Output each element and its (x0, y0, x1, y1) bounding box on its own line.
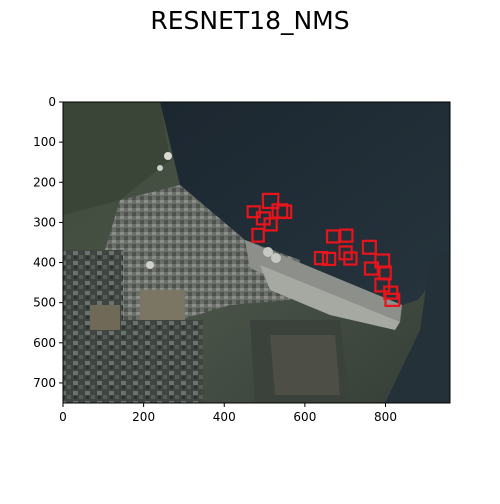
y-tick-label: 400 (33, 256, 56, 270)
figure-title: RESNET18_NMS (150, 6, 350, 35)
detection-box (384, 292, 401, 307)
detection-box (361, 239, 377, 255)
detection-box (321, 251, 337, 267)
y-tick-label: 0 (48, 95, 56, 109)
detection-box (343, 251, 358, 266)
x-tick-label: 400 (213, 410, 236, 424)
detection-boxes (246, 192, 401, 307)
x-axis: 0 200 400 600 800 (59, 403, 397, 424)
detection-box (251, 227, 265, 243)
detection-box (313, 250, 329, 266)
y-tick-label: 200 (33, 175, 56, 189)
y-tick-label: 600 (33, 336, 56, 350)
y-tick-label: 700 (33, 376, 56, 390)
axes-frame (62, 101, 451, 404)
aerial-image (63, 102, 450, 403)
y-tick-label: 100 (33, 135, 56, 149)
detection-box (276, 204, 293, 220)
detection-box (263, 217, 278, 232)
detection-box (339, 228, 354, 243)
detection-box (363, 261, 379, 276)
x-tick-label: 800 (374, 410, 397, 424)
y-tick-label: 500 (33, 296, 56, 310)
x-tick-label: 0 (59, 410, 67, 424)
x-tick-label: 200 (132, 410, 155, 424)
y-axis: 0 100 200 300 400 500 600 700 (33, 95, 63, 390)
detection-box (383, 285, 399, 300)
y-tick-label: 300 (33, 215, 56, 229)
x-tick-label: 600 (293, 410, 316, 424)
detection-box (325, 229, 341, 244)
detection-box (261, 192, 280, 210)
detection-box (374, 277, 391, 293)
